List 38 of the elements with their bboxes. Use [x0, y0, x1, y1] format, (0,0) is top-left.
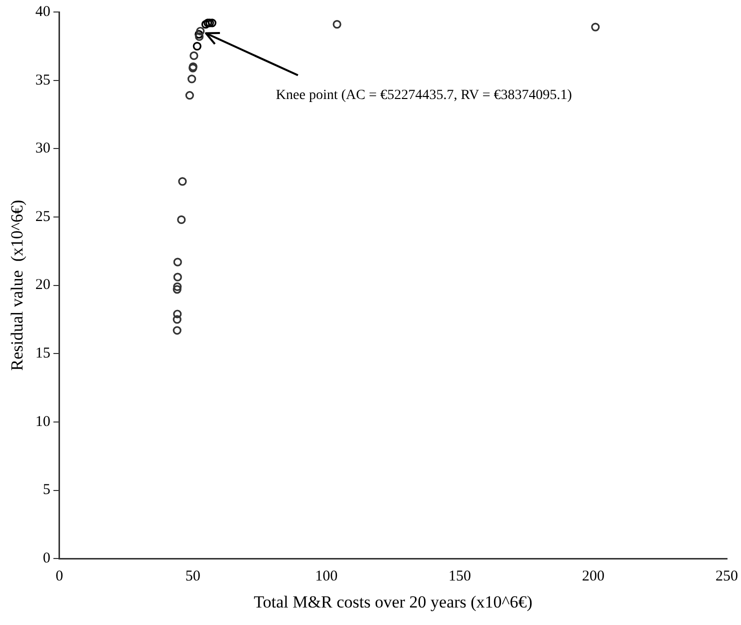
x-tick-label: 0: [56, 568, 64, 585]
point: [194, 32, 204, 41]
point: [208, 18, 216, 28]
point: [173, 272, 182, 282]
point: [173, 310, 182, 318]
point: [201, 20, 210, 29]
x-tick-label: 250: [716, 568, 738, 585]
point: [173, 282, 182, 291]
point: [332, 20, 342, 29]
point: [188, 74, 196, 84]
y-tick-label: 0: [42, 550, 50, 567]
y-tick-label: 30: [35, 140, 50, 157]
y-tick-label: 40: [35, 4, 50, 20]
point: [178, 177, 187, 186]
point: [194, 30, 204, 39]
point: [185, 91, 194, 100]
point: [190, 51, 198, 60]
point: [173, 258, 182, 266]
x-tick-label: 150: [448, 568, 472, 585]
point: [591, 22, 600, 32]
x-tick-label: 200: [582, 568, 605, 585]
y-tick-label: 25: [35, 208, 50, 225]
annotation: Knee point (AC = €52274435.7, RV = €38374095.1): [276, 88, 572, 103]
point: [172, 315, 182, 324]
point: [196, 26, 205, 36]
x-tick-label: 100: [315, 568, 338, 585]
point: [172, 326, 182, 335]
point: [177, 215, 186, 224]
y-tick-label: 20: [35, 277, 50, 294]
y-axis-title: Residual value (x10^6€): [8, 200, 27, 371]
point: [192, 42, 202, 50]
point: [172, 285, 182, 294]
x-axis-title: Total M&R costs over 20 years (x10^6€): [254, 592, 532, 612]
y-tick-label: 5: [42, 482, 50, 498]
y-tick-label: 15: [35, 346, 50, 362]
y-tick-label: 10: [35, 414, 50, 430]
x-tick-label: 50: [185, 568, 200, 585]
y-tick-label: 35: [35, 72, 50, 88]
